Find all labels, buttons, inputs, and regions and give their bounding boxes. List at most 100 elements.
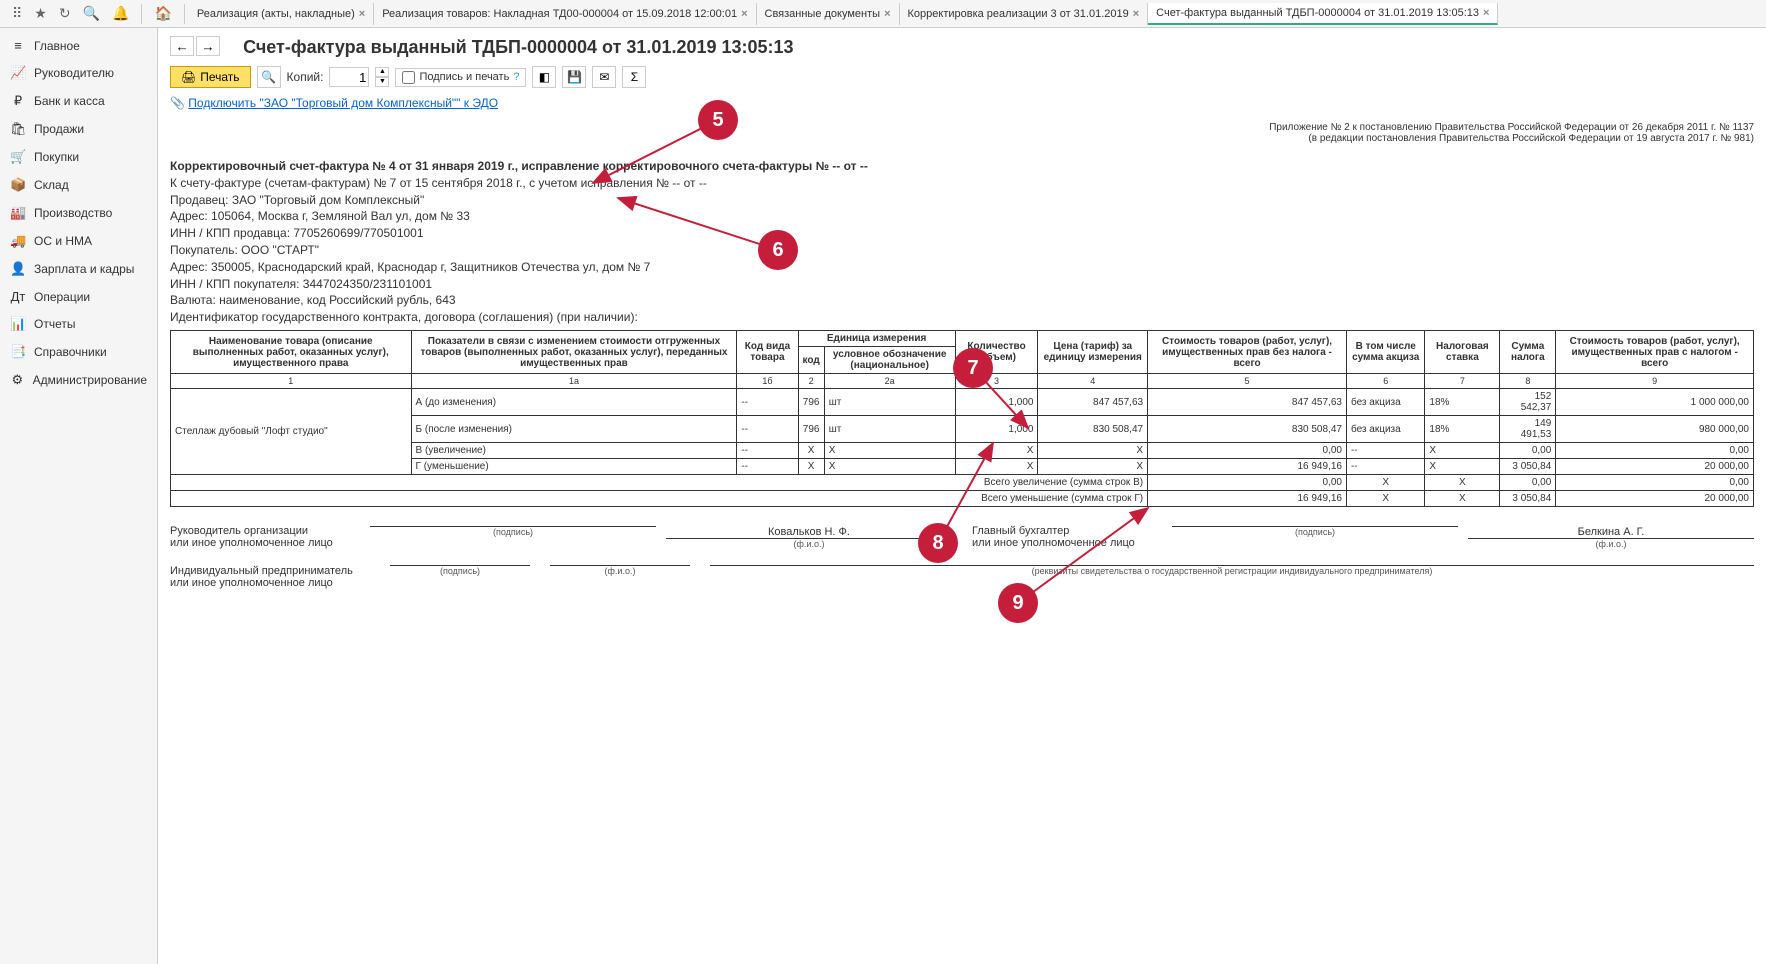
column-number: 6 <box>1346 374 1424 389</box>
appendix-text: Приложение № 2 к постановлению Правитель… <box>170 122 1754 144</box>
sidebar-item[interactable]: ⚙ Администрирование <box>0 366 157 394</box>
help-icon[interactable]: ? <box>513 71 519 83</box>
seller-addr: Адрес: 105064, Москва г, Земляной Вал ул… <box>170 208 1754 225</box>
sidebar-icon: 🛒 <box>10 149 26 165</box>
document-tab[interactable]: Реализация (акты, накладные)× <box>189 3 374 25</box>
sidebar-label: ОС и НМА <box>34 234 92 248</box>
sidebar-label: Склад <box>34 178 69 192</box>
sidebar-item[interactable]: 📊 Отчеты <box>0 310 157 338</box>
document-tab[interactable]: Реализация товаров: Накладная ТД00-00000… <box>374 3 756 25</box>
star-icon[interactable]: ★ <box>34 5 47 22</box>
search-icon[interactable]: 🔍 <box>83 5 100 22</box>
sidebar-item[interactable]: 📦Склад <box>0 171 157 199</box>
tab-close-icon[interactable]: × <box>1483 7 1489 19</box>
sidebar-item[interactable]: ₽Банк и касса <box>0 87 157 115</box>
sidebar-icon: ₽ <box>10 93 26 109</box>
other-person-label: или иное уполномоченное лицо <box>170 537 333 549</box>
document-content: ← → Счет-фактура выданный ТДБП-0000004 о… <box>158 28 1766 964</box>
sidebar-item[interactable]: 🚚ОС и НМА <box>0 227 157 255</box>
appendix-line1: Приложение № 2 к постановлению Правитель… <box>170 122 1754 133</box>
tab-close-icon[interactable]: × <box>884 8 890 20</box>
nav-back-button[interactable]: ← <box>170 36 194 56</box>
table-row: Стеллаж дубовый "Лофт студио"А (до измен… <box>171 389 1754 416</box>
apps-icon[interactable]: ⠿ <box>12 5 22 22</box>
copies-up[interactable]: ▲ <box>375 67 389 77</box>
copies-label: Копий: <box>287 70 324 84</box>
sidebar-item[interactable]: 🛒Покупки <box>0 143 157 171</box>
separator <box>141 4 142 24</box>
sidebar-item[interactable]: 👤Зарплата и кадры <box>0 255 157 283</box>
document-tab[interactable]: Связанные документы× <box>757 3 900 25</box>
invoice-ref: К счету-фактуре (счетам-фактурам) № 7 от… <box>170 175 1754 192</box>
annotation-callout: 5 <box>698 100 738 140</box>
fio-hint: (ф.и.о.) <box>666 539 952 549</box>
copies-down[interactable]: ▼ <box>375 77 389 87</box>
mail-button[interactable]: ✉ <box>592 66 616 88</box>
sidebar-item[interactable]: 🛍Продажи <box>0 115 157 143</box>
sidebar-icon: ⚙ <box>10 372 25 388</box>
format-button[interactable]: ◧ <box>532 66 556 88</box>
tab-close-icon[interactable]: × <box>359 8 365 20</box>
preview-button[interactable]: 🔍 <box>257 66 281 88</box>
sidebar-icon: ≡ <box>10 38 26 53</box>
sidebar-label: Продажи <box>34 122 84 136</box>
sign-print-label: Подпись и печать <box>419 71 509 83</box>
sidebar-item[interactable]: 📑Справочники <box>0 338 157 366</box>
seller-inn: ИНН / КПП продавца: 7705260699/770501001 <box>170 225 1754 242</box>
print-button[interactable]: 🖨 Печать <box>170 66 251 88</box>
sidebar-label: Руководителю <box>34 66 114 80</box>
document-tab[interactable]: Корректировка реализации 3 от 31.01.2019… <box>900 3 1149 25</box>
sidebar-item[interactable]: ≡ Главное <box>0 32 157 59</box>
sign-print-checkbox[interactable] <box>402 71 415 84</box>
other-person-label2: или иное уполномоченное лицо <box>972 537 1135 549</box>
column-number: 9 <box>1556 374 1754 389</box>
sidebar-label: Администрирование <box>33 373 147 387</box>
document-toolbar: 🖨 Печать 🔍 Копий: ▲ ▼ Подпись и печать ?… <box>170 66 1754 88</box>
other-person-label3: или иное уполномоченное лицо <box>170 577 333 589</box>
th-excise: В том числе сумма акциза <box>1346 331 1424 374</box>
separator <box>184 4 185 24</box>
save-button[interactable]: 💾 <box>562 66 586 88</box>
sidebar-label: Производство <box>34 206 112 220</box>
sign-print-toggle[interactable]: Подпись и печать ? <box>395 68 526 87</box>
navigation-sidebar: ≡ Главное 📈Руководителю₽Банк и касса🛍Прода… <box>0 28 158 964</box>
sidebar-icon: 📊 <box>10 316 26 332</box>
total-row: Всего уменьшение (сумма строк Г)16 949,1… <box>171 491 1754 507</box>
sign-hint: (подпись) <box>370 527 656 537</box>
sum-button[interactable]: Σ <box>622 66 646 88</box>
nav-forward-button[interactable]: → <box>196 36 220 56</box>
sidebar-label: Справочники <box>34 345 107 359</box>
signature-block: Руководитель организации или иное уполно… <box>170 525 1754 551</box>
sidebar-item[interactable]: 🏭Производство <box>0 199 157 227</box>
history-icon[interactable]: ↻ <box>59 5 71 22</box>
manager-label: Руководитель организации <box>170 525 308 537</box>
th-name: Наименование товара (описание выполненны… <box>171 331 412 374</box>
buyer: Покупатель: ООО "СТАРТ" <box>170 242 1754 259</box>
home-icon[interactable]: 🏠 <box>146 5 179 22</box>
annotation-callout: 9 <box>998 583 1038 623</box>
sidebar-label: Отчеты <box>34 317 75 331</box>
edo-link[interactable]: Подключить "ЗАО "Торговый дом Комплексны… <box>188 96 498 110</box>
sidebar-item[interactable]: 📈Руководителю <box>0 59 157 87</box>
th-indicators: Показатели в связи с изменением стоимост… <box>411 331 737 374</box>
invoice-title: Корректировочный счет-фактура № 4 от 31 … <box>170 158 1754 175</box>
column-number: 2 <box>798 374 824 389</box>
sidebar-item[interactable]: ДтОперации <box>0 283 157 310</box>
tab-close-icon[interactable]: × <box>741 8 747 20</box>
rekv-hint: (реквизиты свидетельства о государственн… <box>710 566 1754 576</box>
column-number: 1б <box>737 374 798 389</box>
accountant-name: Белкина А. Г. <box>1468 526 1754 539</box>
bell-icon[interactable]: 🔔 <box>112 5 129 22</box>
document-tab[interactable]: Счет-фактура выданный ТДБП-0000004 от 31… <box>1148 3 1498 25</box>
seller: Продавец: ЗАО "Торговый дом Комплексный" <box>170 192 1754 209</box>
th-unit-code: код <box>798 347 824 374</box>
annotation-callout: 8 <box>918 523 958 563</box>
sidebar-icon: Дт <box>10 289 26 304</box>
ip-label: Индивидуальный предприниматель <box>170 565 353 577</box>
th-codekind: Код вида товара <box>737 331 798 374</box>
sidebar-label: Главное <box>34 39 80 53</box>
copies-input[interactable] <box>329 67 369 87</box>
tab-close-icon[interactable]: × <box>1133 8 1139 20</box>
sidebar-icon: 👤 <box>10 261 26 277</box>
column-number: 1 <box>171 374 412 389</box>
